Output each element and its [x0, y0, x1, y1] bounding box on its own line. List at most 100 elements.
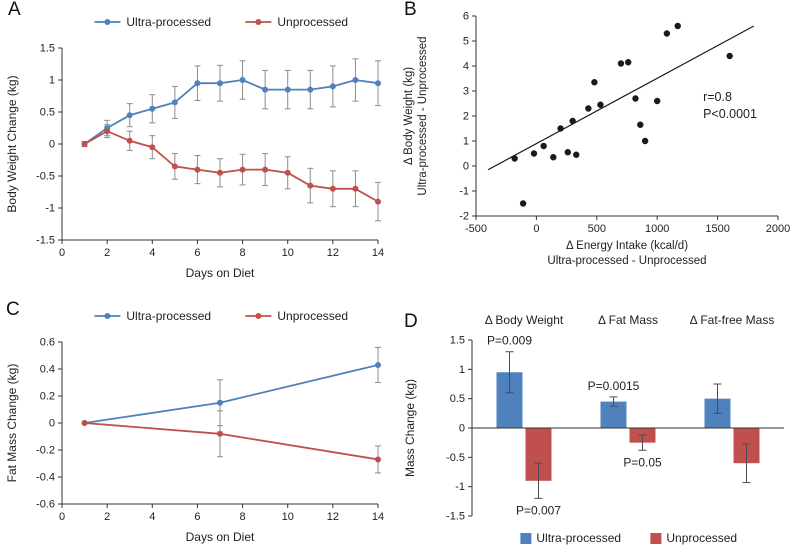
svg-text:6: 6 — [463, 11, 469, 23]
svg-text:-0.6: -0.6 — [36, 499, 55, 511]
svg-text:2: 2 — [104, 511, 110, 523]
panel-label-d: D — [404, 311, 418, 332]
svg-text:Δ Fat-free Mass: Δ Fat-free Mass — [690, 313, 775, 327]
svg-text:0: 0 — [59, 247, 65, 259]
svg-text:1.5: 1.5 — [40, 43, 55, 55]
svg-text:Δ Energy Intake (kcal/d): Δ Energy Intake (kcal/d) — [566, 240, 688, 252]
bar-series-Ultra-processed — [496, 351, 731, 428]
svg-text:1000: 1000 — [645, 223, 669, 235]
svg-text:1: 1 — [463, 136, 469, 148]
svg-text:5: 5 — [463, 36, 469, 48]
series-Ultra-processed — [81, 346, 381, 427]
svg-text:Fat Mass Change (kg): Fat Mass Change (kg) — [5, 364, 19, 483]
svg-text:0: 0 — [463, 161, 469, 173]
svg-text:14: 14 — [372, 511, 384, 523]
svg-text:Unprocessed: Unprocessed — [666, 531, 737, 545]
svg-text:-1: -1 — [45, 203, 55, 215]
svg-text:8: 8 — [240, 511, 246, 523]
svg-text:1: 1 — [459, 364, 465, 376]
svg-text:3: 3 — [463, 86, 469, 98]
svg-text:0.5: 0.5 — [40, 107, 55, 119]
svg-text:0: 0 — [459, 423, 465, 435]
svg-text:0.5: 0.5 — [450, 393, 465, 405]
svg-text:P=0.05: P=0.05 — [623, 455, 662, 469]
correlation-annotation: r=0.8 P<0.0001 — [703, 90, 757, 121]
fat-mass-change-line-chart: 0.6 0.4 0.2 0 -0.2 -0.4 -0.6 0 2 4 6 8 10 12 14 Fat Mas… — [5, 309, 384, 544]
svg-text:-1.5: -1.5 — [36, 235, 55, 247]
series-Unprocessed — [81, 410, 381, 474]
svg-text:-0.5: -0.5 — [446, 452, 465, 464]
series-Ultra-processed — [81, 58, 381, 148]
bar-series-Unprocessed — [525, 428, 760, 499]
panel-label-a: A — [8, 0, 21, 20]
panel-label-c: C — [6, 299, 20, 320]
panel-d-mass-change: 1.5 1 0.5 0 -0.5 -1 -1.5 Mass Change (kg) Δ Body… — [398, 300, 798, 556]
svg-text:r=0.8: r=0.8 — [703, 90, 732, 104]
panel-c-fat-mass: 0.6 0.4 0.2 0 -0.2 -0.4 -0.6 0 2 4 6 8 10 12 14 Fat Mas… — [0, 300, 396, 556]
svg-text:Days on Diet: Days on Diet — [186, 530, 255, 544]
legend: Ultra-processed Unprocessed — [94, 15, 348, 29]
svg-text:-1: -1 — [459, 186, 469, 198]
chart-D: 1.5 1 0.5 0 -0.5 -1 -1.5 Mass Change (kg) Δ Body… — [403, 313, 784, 545]
svg-text:Δ Body Weight: Δ Body Weight — [485, 313, 564, 327]
svg-text:Ultra-processed: Ultra-processed — [126, 309, 211, 323]
svg-text:0.6: 0.6 — [40, 337, 55, 349]
scatter-points — [511, 22, 733, 207]
panel-b-scatter: -2 -1 0 1 2 3 4 5 6 -500 0 500 1000 1500 2000 Δ Body We… — [398, 0, 798, 292]
svg-text:2000: 2000 — [766, 223, 790, 235]
svg-text:P=0.009: P=0.009 — [487, 334, 532, 348]
svg-text:Ultra-processed - Unprocessed: Ultra-processed - Unprocessed — [417, 36, 429, 195]
svg-text:500: 500 — [588, 223, 606, 235]
svg-text:8: 8 — [240, 247, 246, 259]
svg-text:1500: 1500 — [705, 223, 729, 235]
svg-text:Δ Fat Mass: Δ Fat Mass — [598, 313, 658, 327]
svg-text:14: 14 — [372, 247, 384, 259]
svg-text:10: 10 — [282, 247, 294, 259]
svg-text:Ultra-processed: Ultra-processed — [536, 531, 621, 545]
svg-text:P<0.0001: P<0.0001 — [703, 107, 757, 121]
svg-text:2: 2 — [104, 247, 110, 259]
svg-text:12: 12 — [327, 247, 339, 259]
svg-text:Unprocessed: Unprocessed — [277, 15, 348, 29]
body-weight-change-line-chart: 1.5 1 0.5 0 -0.5 -1 -1.5 0 2 4 6 8 10 12 14 Body Weight… — [5, 15, 384, 280]
svg-text:Days on Diet: Days on Diet — [186, 266, 255, 280]
svg-text:2: 2 — [463, 111, 469, 123]
svg-text:Mass Change (kg): Mass Change (kg) — [403, 379, 417, 477]
svg-text:-1.5: -1.5 — [446, 511, 465, 523]
legend: Ultra-processed Unprocessed — [520, 531, 737, 545]
trendline — [487, 25, 755, 171]
svg-text:-0.5: -0.5 — [36, 171, 55, 183]
series-Unprocessed — [81, 124, 381, 222]
svg-text:4: 4 — [463, 61, 469, 73]
svg-text:P=0.007: P=0.007 — [516, 503, 561, 517]
svg-text:6: 6 — [194, 511, 200, 523]
svg-text:1.5: 1.5 — [450, 335, 465, 347]
svg-text:4: 4 — [149, 247, 155, 259]
svg-text:0: 0 — [49, 139, 55, 151]
axes — [472, 15, 779, 220]
svg-text:0: 0 — [49, 418, 55, 430]
energy-intake-vs-body-weight-scatter-chart: -2 -1 0 1 2 3 4 5 6 -500 0 500 1000 1500 2000 Δ Body We… — [403, 11, 790, 268]
svg-text:0.2: 0.2 — [40, 391, 55, 403]
svg-text:10: 10 — [282, 511, 294, 523]
svg-text:6: 6 — [194, 247, 200, 259]
svg-text:-0.4: -0.4 — [36, 472, 55, 484]
svg-text:Ultra-processed - Unprocessed: Ultra-processed - Unprocessed — [547, 255, 706, 267]
svg-text:P=0.0015: P=0.0015 — [588, 379, 640, 393]
svg-text:0.4: 0.4 — [40, 364, 55, 376]
svg-text:1: 1 — [49, 75, 55, 87]
svg-text:4: 4 — [149, 511, 155, 523]
svg-text:-500: -500 — [465, 223, 487, 235]
svg-text:Δ Body Weight (kg): Δ Body Weight (kg) — [403, 67, 415, 165]
svg-text:0: 0 — [533, 223, 539, 235]
panel-a-body-weight: 1.5 1 0.5 0 -0.5 -1 -1.5 0 2 4 6 8 10 12 14 Body Weight… — [0, 0, 396, 292]
svg-text:Ultra-processed: Ultra-processed — [126, 15, 211, 29]
mass-change-bar-chart: 1.5 1 0.5 0 -0.5 -1 -1.5 Mass Change (kg) Δ Body… — [403, 313, 784, 545]
chart-A: 1.5 1 0.5 0 -0.5 -1 -1.5 0 2 4 6 8 10 12 14 Body Weight… — [5, 15, 384, 280]
svg-text:0: 0 — [59, 511, 65, 523]
svg-text:-2: -2 — [459, 211, 469, 223]
svg-text:12: 12 — [327, 511, 339, 523]
svg-text:-1: -1 — [455, 481, 465, 493]
axes — [58, 341, 379, 508]
